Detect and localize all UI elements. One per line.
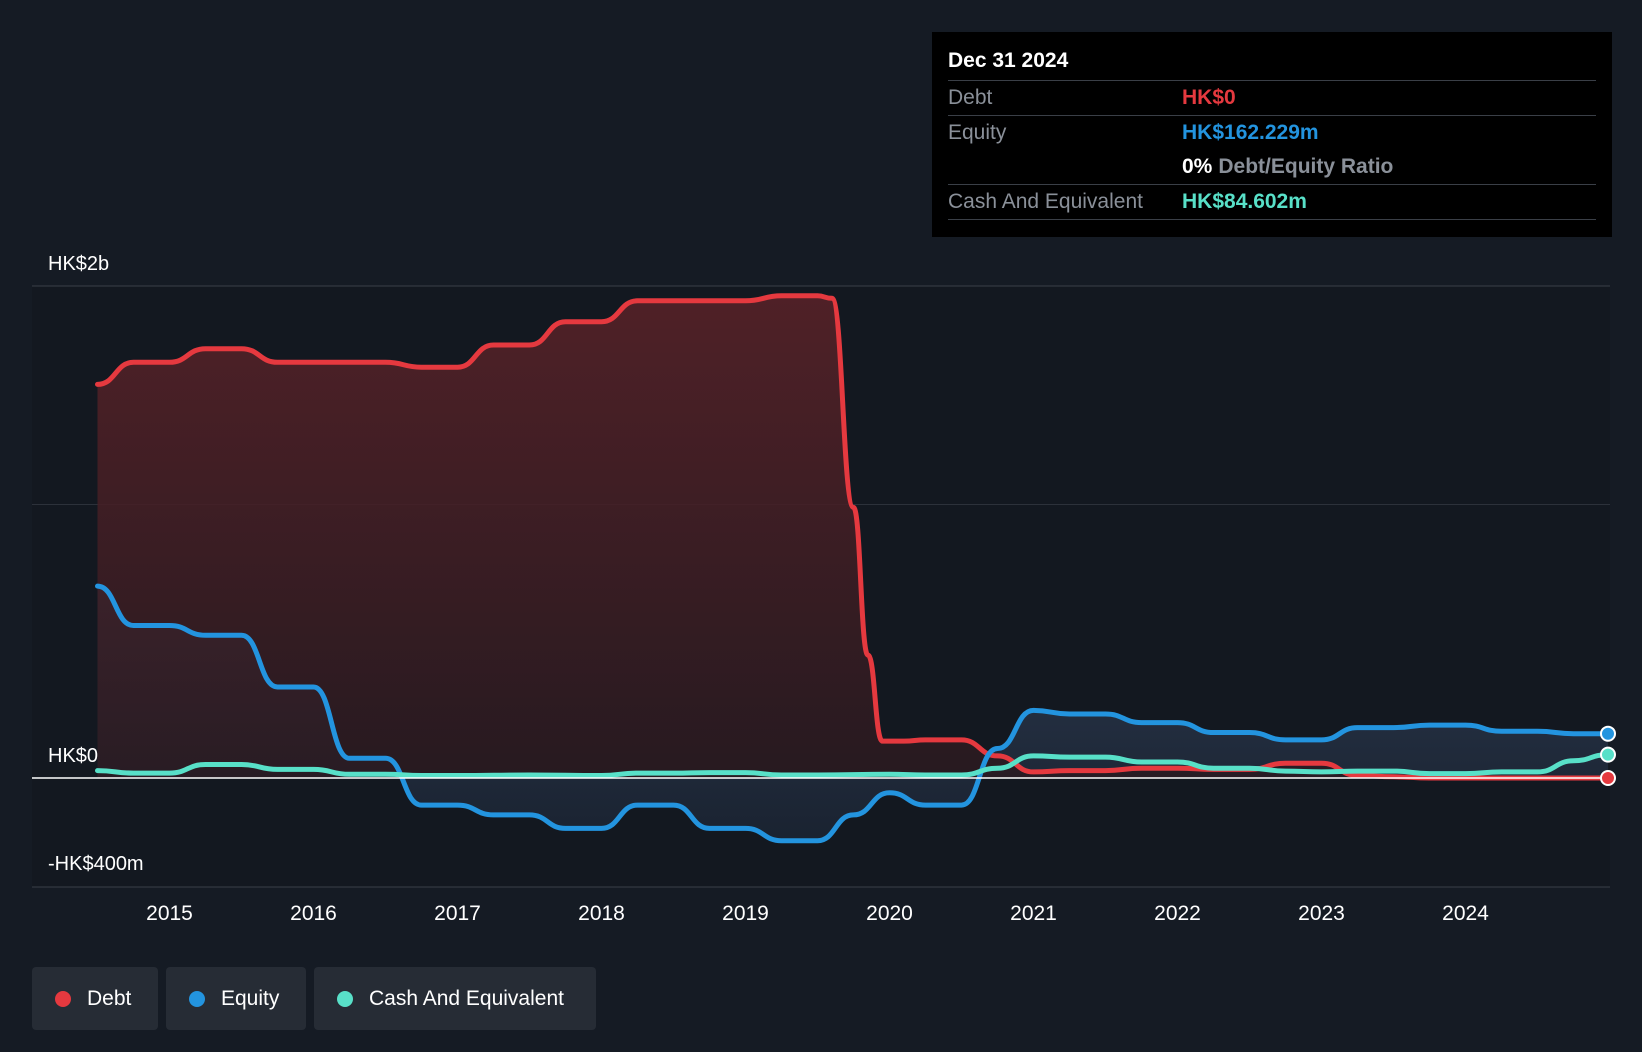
legend-item-debt[interactable]: Debt (32, 967, 158, 1030)
tooltip-equity-value: HK$162.229m (1182, 121, 1319, 144)
x-tick-label-2018: 2018 (578, 902, 625, 925)
x-tick-label-2020: 2020 (866, 902, 913, 925)
x-tick-label-2024: 2024 (1442, 902, 1489, 925)
legend-debt-dot-icon (55, 990, 71, 1007)
legend-debt-label: Debt (87, 986, 132, 1010)
x-tick-label-2017: 2017 (434, 902, 481, 925)
tooltip-debt-value: HK$0 (1182, 86, 1236, 109)
legend-cash-dot-icon (337, 990, 353, 1007)
x-tick-label-2015: 2015 (146, 902, 193, 925)
endpoint-layer (1600, 725, 1616, 786)
debt-endpoint-marker (1600, 770, 1616, 786)
x-tick-label-2016: 2016 (290, 902, 337, 925)
debt-area-fill (97, 295, 1609, 778)
tooltip-row-debt: Debt HK$0 (948, 80, 1596, 115)
x-tick-label-2023: 2023 (1298, 902, 1345, 925)
tooltip-row-ratio: 0% Debt/Equity Ratio (948, 150, 1596, 184)
x-tick-label-2019: 2019 (722, 902, 769, 925)
x-tick-label-2021: 2021 (1010, 902, 1057, 925)
tooltip-row-cash: Cash And Equivalent HK$84.602m (948, 184, 1596, 220)
legend-cash-label: Cash And Equivalent (369, 986, 564, 1010)
tooltip-cash-label: Cash And Equivalent (948, 190, 1143, 213)
cash-line (95, 752, 1611, 778)
tooltip-debt-label: Debt (948, 86, 993, 109)
tooltip-date: Dec 31 2024 (948, 49, 1069, 72)
x-tick-label-2022: 2022 (1154, 902, 1201, 925)
legend-item-cash[interactable]: Cash And Equivalent (314, 967, 596, 1030)
legend-equity-label: Equity (221, 986, 280, 1010)
x-tick-labels: 2015 2016 2017 2018 2019 2020 2021 2022 2023 2024 (146, 902, 1489, 925)
equity-endpoint-marker (1600, 725, 1616, 742)
tooltip-ratio-label: Debt/Equity Ratio (1218, 155, 1394, 178)
tooltip-ratio-value: 0% (1182, 155, 1213, 178)
y-tick-label-bottom: -HK$400m (48, 853, 144, 875)
series-layer (95, 293, 1611, 844)
tooltip-equity-label: Equity (948, 121, 1007, 144)
debt-line (95, 293, 1611, 781)
legend-item-equity[interactable]: Equity (166, 967, 306, 1030)
legend-equity-dot-icon (189, 990, 205, 1007)
tooltip: Dec 31 2024 Debt HK$0 Equity HK$162.229m… (932, 32, 1612, 237)
equity-line (95, 583, 1611, 844)
cash-endpoint-marker (1600, 746, 1616, 763)
y-tick-label-top: HK$2b (48, 253, 109, 275)
tooltip-cash-value: HK$84.602m (1182, 190, 1307, 213)
y-tick-label-zero: HK$0 (48, 745, 98, 767)
tooltip-row-equity: Equity HK$162.229m (948, 115, 1596, 150)
